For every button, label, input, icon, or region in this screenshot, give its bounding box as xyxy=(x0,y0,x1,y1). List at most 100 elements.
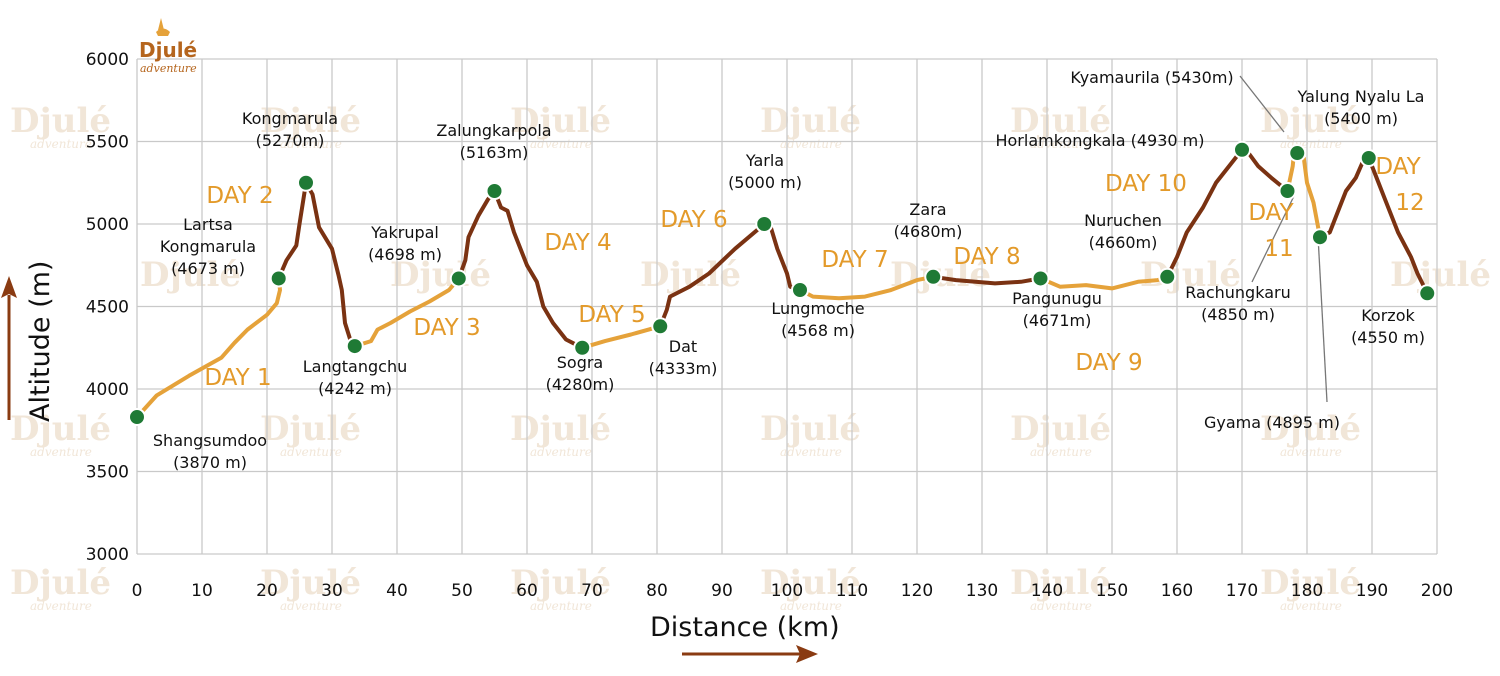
day-labels: DAY 1 DAY 2 DAY 3 DAY 4 DAY 5 DAY 6 DAY 7 DAY 8… xyxy=(204,154,1424,391)
watermark-text: Djulé xyxy=(390,255,491,295)
waypoint-marker xyxy=(345,337,364,356)
waypoint-marker xyxy=(791,281,809,299)
x-tick-label: 100 xyxy=(771,581,803,601)
x-tick-label: 40 xyxy=(386,581,408,601)
watermark-text: Djulé xyxy=(510,563,611,603)
waypoint-label: Rachungkaru (4850 m) xyxy=(1185,283,1290,324)
day-label: DAY 8 xyxy=(953,244,1020,270)
watermark-subtext: adventure xyxy=(280,445,342,459)
day-label: DAY 7 xyxy=(821,247,888,273)
watermark-subtext: adventure xyxy=(280,137,342,151)
watermark-text: Djulé xyxy=(640,255,741,295)
x-axis-title: Distance (km) xyxy=(650,612,840,643)
waypoint-label: Nuruchen (4660m) xyxy=(1084,211,1162,252)
day-label: DAY xyxy=(1375,154,1421,180)
profile-segment xyxy=(658,222,802,329)
waypoint-label: Korzok (4550 m) xyxy=(1351,306,1425,347)
waypoint-marker xyxy=(297,173,315,192)
watermark-subtext: adventure xyxy=(30,445,92,459)
watermark-text: Djulé xyxy=(760,101,861,141)
waypoint-label-line: Lungmoche xyxy=(771,299,864,318)
day-label: DAY 2 xyxy=(206,183,273,209)
watermark-text: Djulé xyxy=(1260,409,1361,449)
waypoint-label: Zalungkarpola (5163m) xyxy=(436,121,551,162)
waypoint-label: Zara (4680m) xyxy=(894,200,963,241)
y-tick-label: 3000 xyxy=(86,545,129,565)
waypoint-label-line: Kongmarula xyxy=(242,109,338,128)
waypoint-label-line: Kyamaurila (5430m) xyxy=(1070,68,1233,87)
day-label: 11 xyxy=(1264,236,1293,262)
watermark-subtext: adventure xyxy=(1030,137,1092,151)
logo-tagline: adventure xyxy=(140,62,197,75)
x-tick-label: 120 xyxy=(901,581,933,601)
profile-segment xyxy=(456,189,585,350)
day-label: DAY 9 xyxy=(1075,350,1142,376)
watermark-text: Djulé xyxy=(510,409,611,449)
x-tick-label: 60 xyxy=(516,581,538,601)
waypoint-label-line: Dat xyxy=(669,337,697,356)
x-tick-label: 200 xyxy=(1421,581,1453,601)
profile-segment xyxy=(276,180,357,349)
y-axis-title: Altitude (m) xyxy=(25,261,56,422)
waypoint-label-line: Nuruchen xyxy=(1084,211,1162,230)
x-tick-label: 30 xyxy=(321,581,343,601)
watermark-text: Djulé xyxy=(1390,255,1491,295)
watermark-text: Djulé xyxy=(260,563,361,603)
waypoint-label: Yakrupal (4698 m) xyxy=(368,223,442,264)
x-tick-label: 150 xyxy=(1096,581,1128,601)
waypoint-marker xyxy=(485,182,504,200)
watermark-subtext: adventure xyxy=(30,137,92,151)
watermark-subtext: adventure xyxy=(1030,445,1092,459)
y-tick-label: 6000 xyxy=(86,50,129,70)
waypoint-label-line: Kongmarula xyxy=(160,237,256,256)
waypoint-label: Yarla (5000 m) xyxy=(728,151,802,192)
x-tick-label: 90 xyxy=(711,581,733,601)
waypoint-label-line: Langtangchu xyxy=(303,357,407,376)
day-label: DAY 3 xyxy=(413,315,480,341)
watermark-text: Djulé xyxy=(10,101,111,141)
watermark-subtext: adventure xyxy=(780,445,842,459)
waypoint-label-line: Shangsumdoo xyxy=(153,431,267,450)
waypoint-label-line: Yalung Nyalu La xyxy=(1297,87,1425,106)
y-tick-label: 5500 xyxy=(86,133,129,153)
waypoint-marker xyxy=(1233,140,1251,159)
watermark-text: Djulé xyxy=(10,563,111,603)
y-axis-ticks: 3000 3500 4000 4500 5000 5500 6000 xyxy=(86,50,129,565)
waypoint-label-line: (4698 m) xyxy=(368,245,442,264)
day-label: DAY xyxy=(1248,200,1294,226)
x-tick-label: 50 xyxy=(451,581,473,601)
x-tick-label: 10 xyxy=(191,581,213,601)
waypoint-label-line: (5163m) xyxy=(460,143,529,162)
waypoint-marker xyxy=(1031,269,1050,288)
profile-segment xyxy=(1165,147,1290,279)
watermark-text: Djulé xyxy=(1260,563,1361,603)
waypoint-marker xyxy=(449,269,468,288)
watermark-text: Djulé xyxy=(1140,255,1241,295)
djule-logo: Djulé adventure xyxy=(139,18,197,75)
waypoint-marker xyxy=(924,267,943,286)
profile-segment xyxy=(352,276,461,349)
waypoint-marker xyxy=(1278,182,1297,200)
waypoint-label-line: (5400 m) xyxy=(1324,109,1398,128)
logo-figure-icon xyxy=(156,18,170,36)
waypoint-label: Gyama (4895 m) xyxy=(1204,413,1340,432)
waypoint-label-line: (4242 m) xyxy=(318,379,392,398)
waypoint-label: Shangsumdoo (3870 m) xyxy=(153,431,267,472)
waypoint-label-line: Gyama (4895 m) xyxy=(1204,413,1340,432)
x-tick-label: 170 xyxy=(1226,581,1258,601)
waypoint-label-line: (4673 m) xyxy=(171,259,245,278)
day-label: DAY 4 xyxy=(544,230,611,256)
waypoint-label-line: Korzok xyxy=(1361,306,1415,325)
waypoint-label-line: (5270m) xyxy=(256,131,325,150)
x-tick-label: 70 xyxy=(581,581,603,601)
profile-segment xyxy=(135,276,282,420)
waypoint-marker xyxy=(573,338,592,357)
waypoint-label: Pangunugu (4671m) xyxy=(1012,289,1102,330)
waypoint-label-line: (4671m) xyxy=(1023,311,1092,330)
waypoint-marker xyxy=(1158,267,1177,286)
watermark-text: Djulé xyxy=(760,563,861,603)
watermark-subtext: adventure xyxy=(30,599,92,613)
waypoint-label-line: Yarla xyxy=(745,151,784,170)
waypoint-label-line: (4333m) xyxy=(649,359,718,378)
x-tick-label: 160 xyxy=(1161,581,1193,601)
